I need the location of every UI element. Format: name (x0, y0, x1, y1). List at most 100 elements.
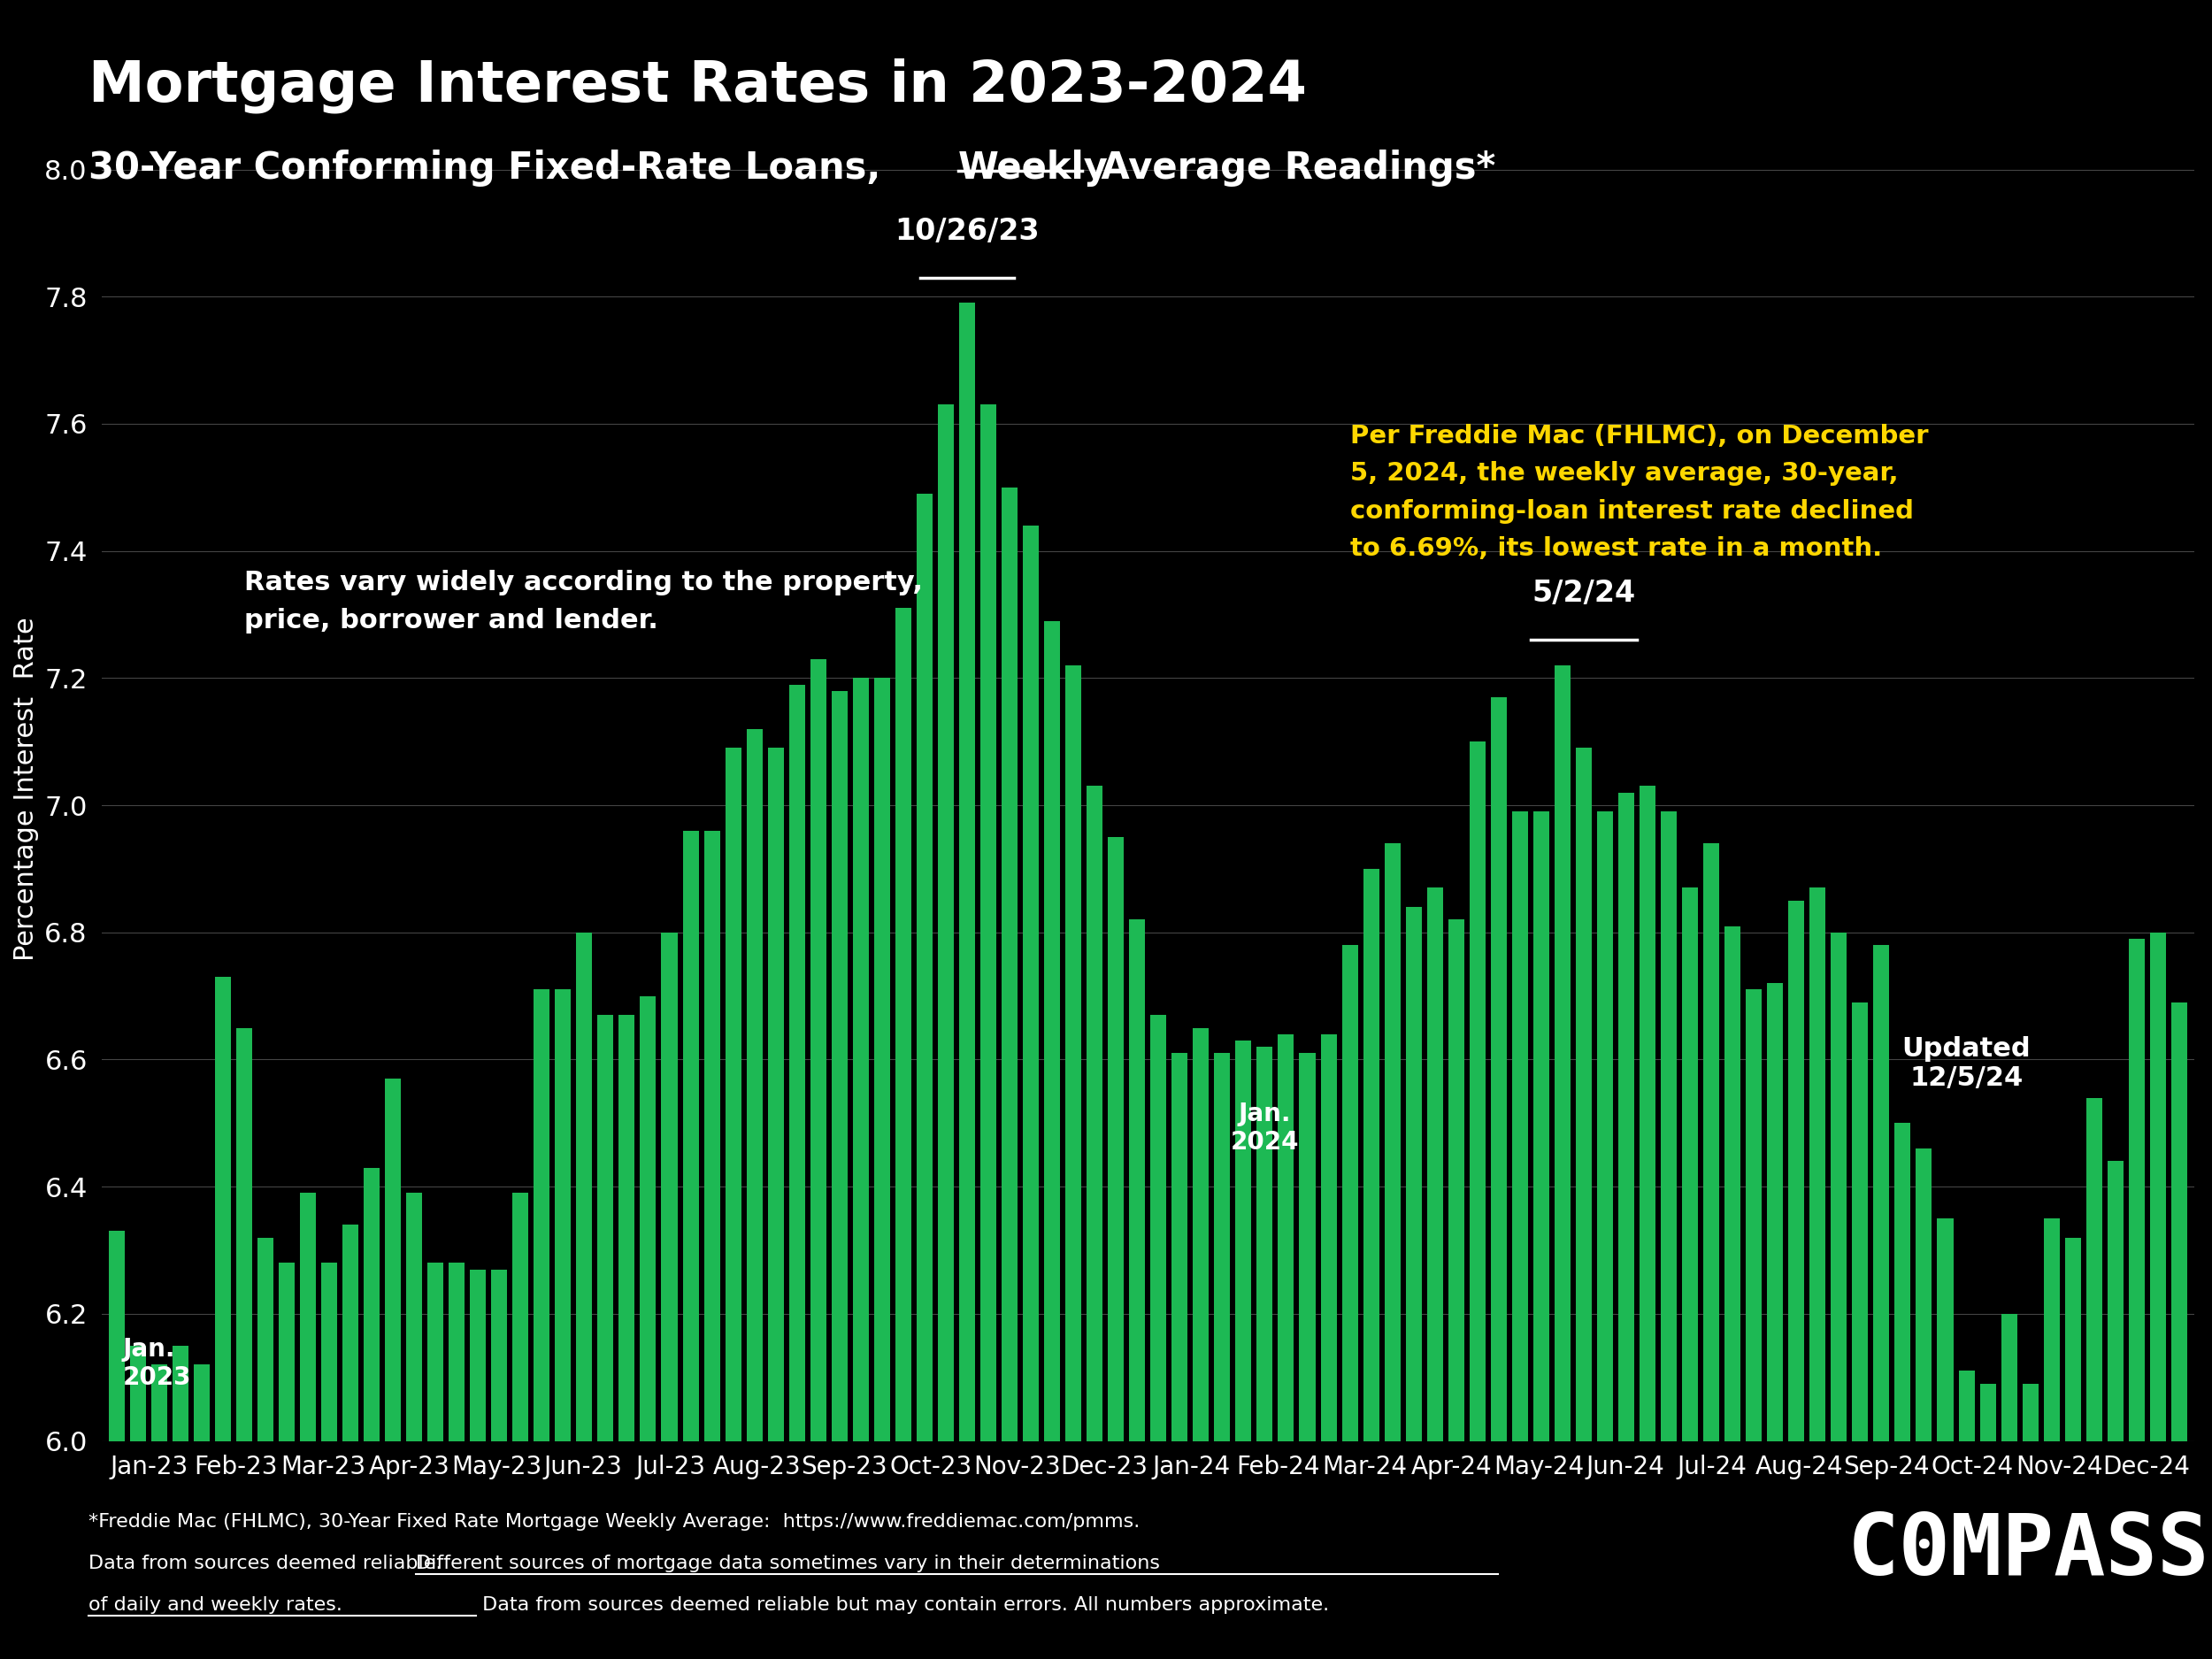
Bar (1681, 888, 1699, 1659)
Bar (1044, 620, 1060, 1659)
Bar (1405, 907, 1422, 1659)
Bar (449, 1262, 465, 1659)
Bar (1298, 1053, 1316, 1659)
Text: 5/2/24: 5/2/24 (1533, 579, 1635, 609)
Bar (1385, 843, 1400, 1659)
Bar (1745, 989, 1761, 1659)
Y-axis label: Percentage Interest  Rate: Percentage Interest Rate (13, 617, 40, 961)
Bar (1767, 984, 1783, 1659)
Bar (407, 1193, 422, 1659)
Text: Jan.
2024: Jan. 2024 (1230, 1102, 1298, 1155)
Bar (1874, 946, 1889, 1659)
Text: Average Readings*: Average Readings* (1088, 149, 1495, 186)
Bar (321, 1262, 336, 1659)
Bar (1279, 1034, 1294, 1659)
Bar (1575, 748, 1593, 1659)
Bar (854, 679, 869, 1659)
Bar (1491, 697, 1506, 1659)
Bar (1958, 1370, 1975, 1659)
Bar (2044, 1218, 2059, 1659)
Bar (1639, 786, 1655, 1659)
Bar (2064, 1238, 2081, 1659)
Bar (2002, 1314, 2017, 1659)
Bar (1321, 1034, 1336, 1659)
Bar (1597, 811, 1613, 1659)
Bar (1343, 946, 1358, 1659)
Bar (2022, 1384, 2037, 1659)
Bar (150, 1365, 166, 1659)
Text: *Freddie Mac (FHLMC), 30-Year Fixed Rate Mortgage Weekly Average:  https://www.f: *Freddie Mac (FHLMC), 30-Year Fixed Rate… (88, 1513, 1139, 1531)
Bar (684, 831, 699, 1659)
Bar (1022, 526, 1040, 1659)
Text: 10/26/23: 10/26/23 (894, 217, 1040, 246)
Bar (1086, 786, 1102, 1659)
Text: Weekly: Weekly (958, 149, 1108, 186)
Bar (639, 995, 657, 1659)
Text: Different sources of mortgage data sometimes vary in their determinations: Different sources of mortgage data somet… (416, 1554, 1159, 1573)
Bar (619, 1015, 635, 1659)
Bar (726, 748, 741, 1659)
Bar (2128, 939, 2146, 1659)
Bar (980, 405, 995, 1659)
Bar (577, 932, 593, 1659)
Bar (1661, 811, 1677, 1659)
Text: Data from sources deemed reliable.: Data from sources deemed reliable. (88, 1554, 449, 1573)
Bar (938, 405, 953, 1659)
Bar (533, 989, 551, 1659)
Bar (1449, 919, 1464, 1659)
Bar (427, 1262, 442, 1659)
Bar (469, 1269, 487, 1659)
Bar (745, 728, 763, 1659)
Text: Data from sources deemed reliable but may contain errors. All numbers approximat: Data from sources deemed reliable but ma… (476, 1596, 1329, 1614)
Bar (810, 659, 825, 1659)
Bar (1172, 1053, 1188, 1659)
Bar (2172, 1002, 2188, 1659)
Bar (1150, 1015, 1166, 1659)
Bar (1066, 665, 1082, 1659)
Bar (661, 932, 677, 1659)
Bar (1108, 838, 1124, 1659)
Bar (1469, 742, 1486, 1659)
Text: 30-Year Conforming Fixed-Rate Loans,: 30-Year Conforming Fixed-Rate Loans, (88, 149, 894, 186)
Bar (1533, 811, 1548, 1659)
Bar (131, 1345, 146, 1659)
Bar (896, 609, 911, 1659)
Text: Mortgage Interest Rates in 2023-2024: Mortgage Interest Rates in 2023-2024 (88, 58, 1307, 113)
Bar (1980, 1384, 1995, 1659)
Bar (1896, 1123, 1911, 1659)
Bar (1237, 1040, 1252, 1659)
Bar (1128, 919, 1146, 1659)
Bar (257, 1238, 274, 1659)
Bar (916, 494, 933, 1659)
Bar (1619, 793, 1635, 1659)
Bar (1363, 869, 1378, 1659)
Bar (1851, 1002, 1869, 1659)
Bar (960, 304, 975, 1659)
Bar (2108, 1161, 2124, 1659)
Bar (1427, 888, 1442, 1659)
Text: Rates vary widely according to the property,
price, borrower and lender.: Rates vary widely according to the prope… (243, 571, 922, 634)
Bar (108, 1231, 124, 1659)
Bar (215, 977, 230, 1659)
Bar (874, 679, 889, 1659)
Bar (555, 989, 571, 1659)
Bar (513, 1193, 529, 1659)
Bar (2150, 932, 2166, 1659)
Bar (363, 1168, 380, 1659)
Bar (1002, 488, 1018, 1659)
Bar (173, 1345, 188, 1659)
Bar (2086, 1098, 2101, 1659)
Bar (1214, 1053, 1230, 1659)
Text: Updated
12/5/24: Updated 12/5/24 (1902, 1035, 2031, 1092)
Bar (1256, 1047, 1272, 1659)
Bar (597, 1015, 613, 1659)
Bar (1832, 932, 1847, 1659)
Bar (491, 1269, 507, 1659)
Bar (343, 1224, 358, 1659)
Bar (1725, 926, 1741, 1659)
Bar (1192, 1027, 1210, 1659)
Text: Jan.
2023: Jan. 2023 (124, 1337, 192, 1390)
Bar (195, 1365, 210, 1659)
Bar (1790, 901, 1805, 1659)
Bar (1938, 1218, 1953, 1659)
